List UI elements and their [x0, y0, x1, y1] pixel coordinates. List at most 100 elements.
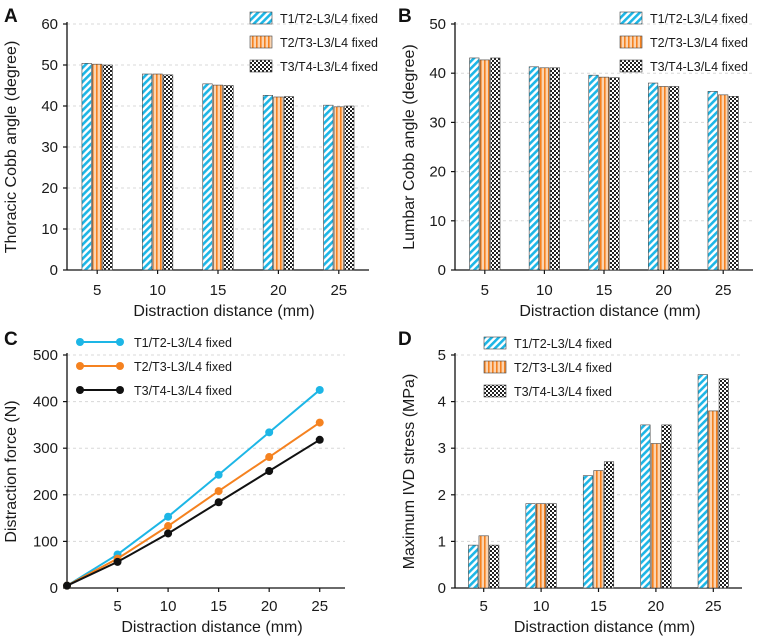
bar: [546, 503, 557, 589]
x-tick-label: 15: [210, 598, 227, 615]
data-point: [265, 453, 274, 462]
panel-label: C: [4, 329, 18, 350]
y-tick-label: 10: [41, 221, 58, 238]
y-tick-label: 40: [429, 65, 446, 82]
y-tick-label: 0: [438, 262, 446, 279]
bar: [650, 443, 661, 589]
x-tick-label: 10: [149, 282, 166, 299]
x-tick-label: 20: [648, 598, 665, 615]
bar: [262, 95, 273, 271]
bar: [669, 86, 680, 271]
x-axis-title: Distraction distance (mm): [519, 303, 700, 320]
x-tick-label: 5: [481, 282, 489, 299]
series-line: [66, 389, 321, 587]
bar: [468, 544, 479, 589]
x-tick-label: 20: [261, 598, 278, 615]
legend-label: T2/T3-L3/L4 fixed: [134, 360, 232, 374]
bar: [588, 74, 599, 271]
y-tick-label: 300: [33, 440, 58, 457]
legend-swatch: [483, 360, 507, 374]
legend-marker: [76, 338, 84, 346]
data-point: [315, 418, 324, 427]
y-tick-label: 40: [41, 98, 58, 115]
data-point: [164, 512, 173, 521]
legend-swatch: [249, 59, 273, 73]
bar: [212, 84, 224, 271]
y-tick-label: 20: [41, 180, 58, 197]
bar: [582, 475, 594, 589]
bar: [549, 67, 560, 271]
legend-swatch: [483, 384, 507, 398]
x-axis-title: Distraction distance (mm): [133, 303, 314, 320]
bar: [603, 461, 615, 589]
x-tick-label: 15: [590, 598, 607, 615]
legend-label: T3/T4-L3/L4 fixed: [280, 60, 378, 74]
bar: [92, 63, 103, 271]
legend-label: T1/T2-L3/L4 fixed: [650, 12, 748, 26]
series-line: [66, 421, 321, 587]
x-tick-label: 25: [311, 598, 328, 615]
legend-label: T2/T3-L3/L4 fixed: [280, 36, 378, 50]
legend-label: T3/T4-L3/L4 fixed: [650, 60, 748, 74]
data-point: [315, 435, 324, 444]
bar: [528, 66, 539, 271]
data-point: [315, 385, 324, 394]
legend-swatch: [619, 35, 643, 49]
bar: [525, 503, 536, 589]
panel-c: C 0 100 200 300 400 500 Distraction distance (m…: [3, 329, 345, 636]
bar: [478, 535, 489, 589]
legend-swatch: [619, 11, 643, 25]
y-axis-title: Thoracic Cobb angle (degree): [3, 41, 20, 254]
data-point: [214, 487, 223, 496]
legend-marker: [116, 362, 124, 370]
legend-swatch: [483, 336, 507, 350]
x-tick-label: 5: [93, 282, 101, 299]
bar: [489, 544, 500, 589]
y-tick-label: 200: [33, 487, 58, 504]
y-tick-label: 30: [41, 139, 58, 156]
y-tick-label: 50: [41, 57, 58, 74]
y-tick-label: 60: [41, 16, 58, 33]
bar: [273, 96, 284, 271]
panel-label: D: [398, 329, 412, 350]
x-tick-label: 25: [705, 598, 722, 615]
bar: [152, 73, 163, 271]
y-tick-label: 10: [429, 213, 446, 230]
y-tick-label: 4: [438, 394, 446, 411]
legend-marker: [76, 362, 84, 370]
data-point: [214, 498, 223, 507]
bar: [661, 424, 672, 589]
y-axis-title: Maximum IVD stress (MPa): [401, 374, 418, 570]
x-tick-label: 15: [596, 282, 613, 299]
series-line: [66, 438, 321, 587]
data-point: [63, 581, 71, 590]
y-tick-label: 30: [429, 114, 446, 131]
x-tick-label: 10: [160, 598, 177, 615]
data-point: [265, 467, 274, 476]
y-tick-label: 50: [429, 16, 446, 33]
bar: [536, 503, 547, 589]
x-tick-label: 10: [536, 282, 553, 299]
panel-a: A 0 10 20 30 40 50 60 Distraction distance (mm) T…: [3, 6, 378, 320]
bar: [202, 83, 213, 271]
bar: [648, 82, 659, 271]
legend-label: T1/T2-L3/L4 fixed: [514, 337, 612, 351]
y-tick-label: 3: [438, 440, 446, 457]
y-tick-label: 100: [33, 533, 58, 550]
legend-swatch: [249, 11, 273, 25]
x-tick-label: 20: [655, 282, 672, 299]
panel-d: D 0 1 2 3 4 5 Distraction distance (mm) Maximum …: [398, 329, 742, 636]
legend-marker: [116, 386, 124, 394]
bar: [593, 470, 604, 589]
y-axis-title: Distraction force (N): [3, 400, 20, 542]
x-tick-label: 25: [715, 282, 732, 299]
legend-label: T3/T4-L3/L4 fixed: [134, 384, 232, 398]
bar: [469, 57, 480, 271]
bar: [163, 74, 174, 271]
bar: [609, 77, 620, 271]
bar: [718, 378, 729, 589]
legend-swatch: [249, 35, 273, 49]
x-tick-label: 5: [480, 598, 488, 615]
panel-label: B: [398, 6, 412, 27]
